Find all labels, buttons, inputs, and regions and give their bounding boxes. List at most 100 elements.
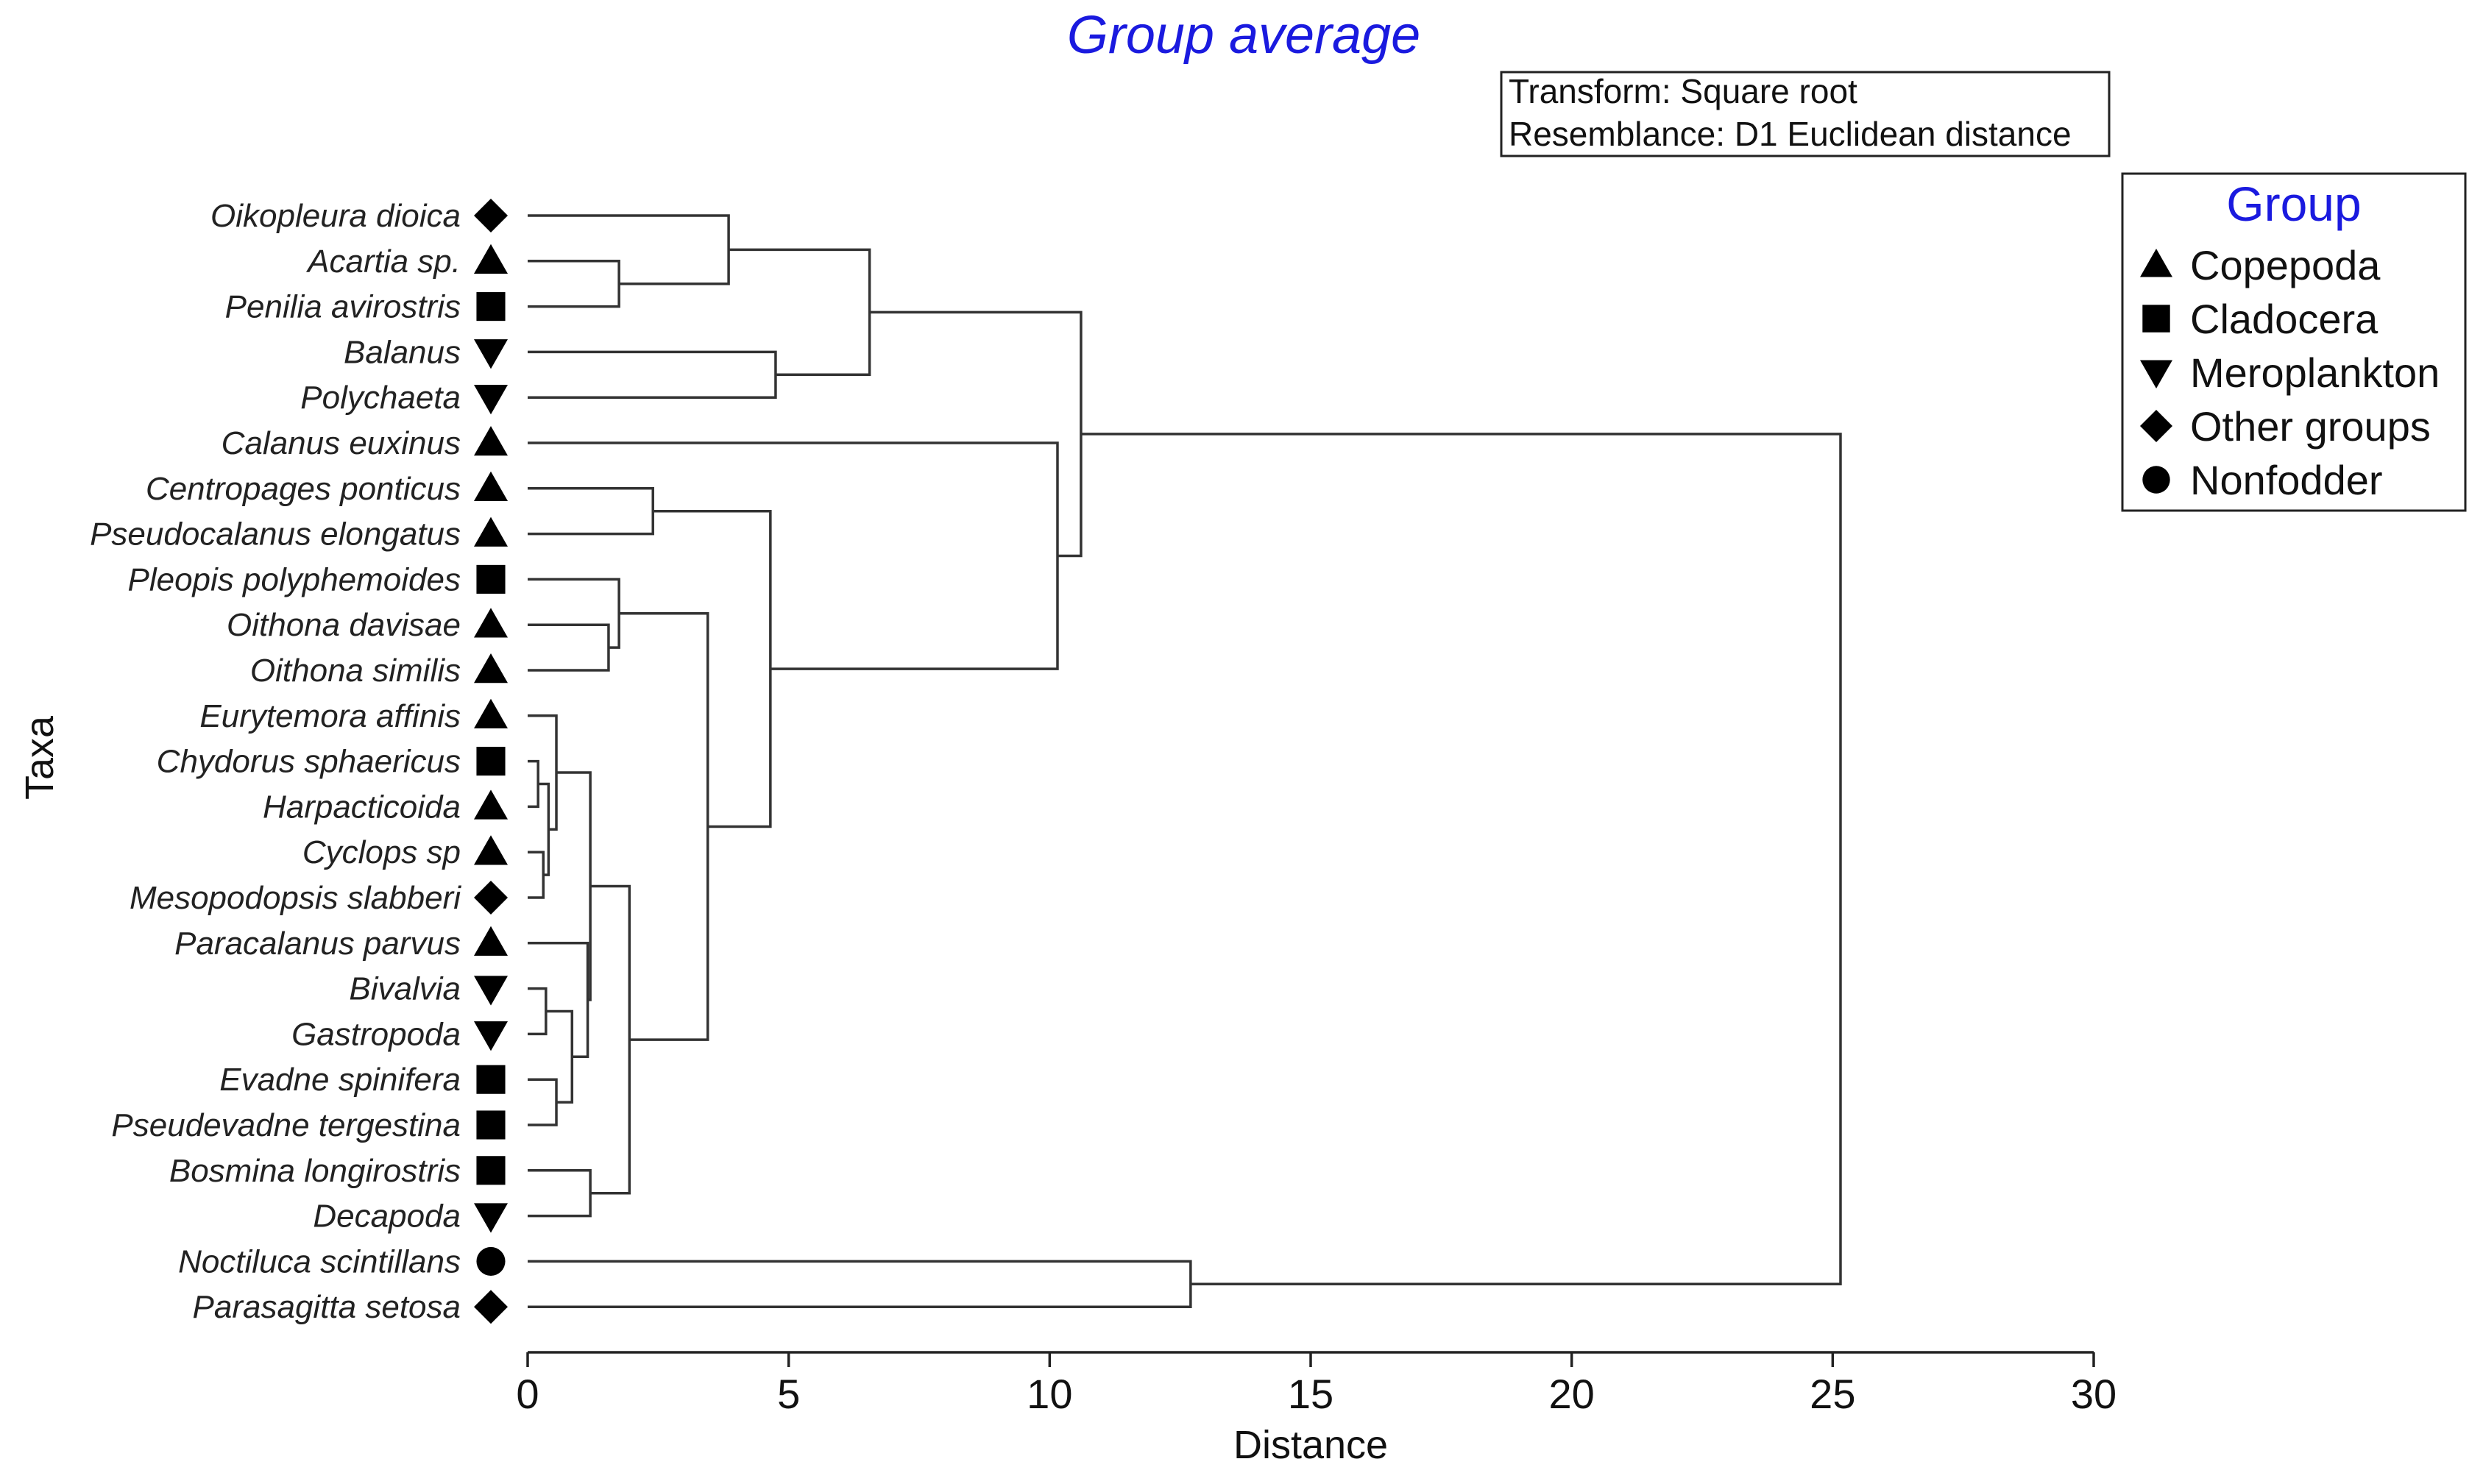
leaf-label-noctiluca-scintillans: Noctiluca scintillans [178, 1243, 461, 1279]
leaf-symbol-pleopis-polyphemoides [476, 564, 506, 594]
legend-symbol-other-groups [2140, 410, 2172, 442]
x-axis-title: Distance [1233, 1423, 1388, 1467]
leaf-symbol-eurytemora-affinis [474, 698, 508, 729]
branch-node-a [528, 260, 620, 308]
info-resemblance: Resemblance: D1 Euclidean distance [1509, 115, 2072, 153]
legend-symbol-meroplankton [2140, 360, 2172, 388]
info-box: Transform: Square root Resemblance: D1 E… [1500, 71, 2111, 157]
branch-node-f [528, 623, 610, 672]
branch-node-i [528, 851, 545, 899]
leaf-label-chydorus-sphaericus: Chydorus sphaericus [157, 744, 461, 780]
x-tick-label-25: 25 [1810, 1371, 1855, 1417]
legend-label-nonfodder: Nonfodder [2190, 457, 2383, 503]
leaf-label-parasagitta-setosa: Parasagitta setosa [193, 1289, 461, 1325]
leaf-label-decapoda: Decapoda [313, 1199, 461, 1235]
leaf-label-paracalanus-parvus: Paracalanus parvus [174, 926, 461, 962]
leaf-label-cyclops-sp: Cyclops sp [302, 834, 461, 870]
leaf-label-acartia-sp: Acartia sp. [305, 244, 461, 280]
branch-node-t [653, 509, 772, 828]
leaf-symbol-mesopodopsis-slabberi [474, 881, 508, 915]
branch-node-k [528, 714, 558, 831]
leaf-label-pseudocalanus-elongatus: Pseudocalanus elongatus [90, 516, 461, 553]
branch-node-e [528, 487, 654, 536]
branch-node-w [528, 1260, 1192, 1308]
x-tick-label-30: 30 [2071, 1371, 2117, 1417]
branch-node-s [619, 612, 709, 1041]
branch-node-v [869, 310, 1083, 558]
x-tick-label-0: 0 [516, 1371, 539, 1417]
leaf-label-harpacticoida: Harpacticoida [263, 789, 461, 825]
branch-node-c [528, 350, 777, 399]
leaf-symbol-evadne-spinifera [476, 1065, 506, 1094]
branch-node-n [545, 1009, 574, 1104]
leaf-symbol-oithona-similis [474, 653, 508, 684]
legend-label-cladocera: Cladocera [2190, 296, 2378, 342]
branch-node-g [528, 578, 620, 649]
leaf-symbol-oithona-davisae [474, 608, 508, 638]
leaf-symbol-bivalvia [474, 976, 508, 1006]
leaf-label-oithona-similis: Oithona similis [250, 653, 461, 689]
leaf-label-oithona-davisae: Oithona davisae [227, 607, 461, 643]
leaf-symbol-oikopleura-dioica [474, 199, 508, 232]
legend-symbol-cladocera [2142, 305, 2170, 333]
leaf-symbol-gastropoda [474, 1021, 508, 1051]
branch-node-x [1080, 433, 1842, 1286]
leaf-symbol-cyclops-sp [474, 835, 508, 865]
leaf-symbol-noctiluca-scintillans [476, 1246, 506, 1276]
leaf-symbol-harpacticoida [474, 789, 508, 820]
branch-node-p [556, 771, 592, 1001]
x-tick-label-5: 5 [777, 1371, 800, 1417]
leaf-label-penilia-avirostris: Penilia avirostris [225, 289, 461, 325]
leaf-symbol-calanus-euxinus [474, 426, 508, 456]
branch-node-u [528, 441, 1059, 670]
branch-node-m [528, 1078, 558, 1126]
x-tick-label-15: 15 [1288, 1371, 1333, 1417]
x-tick-label-20: 20 [1549, 1371, 1595, 1417]
legend-label-meroplankton: Meroplankton [2190, 349, 2440, 396]
leaf-symbol-centropages-ponticus [474, 471, 508, 502]
leaf-symbol-polychaeta [474, 384, 508, 415]
leaf-label-eurytemora-affinis: Eurytemora affinis [199, 698, 461, 734]
leaf-label-pseudevadne-tergestina: Pseudevadne tergestina [111, 1107, 461, 1143]
leaf-symbol-decapoda [474, 1203, 508, 1233]
dendrogram-branches [528, 214, 1842, 1308]
leaf-label-bivalvia: Bivalvia [349, 971, 461, 1007]
leaf-label-evadne-spinifera: Evadne spinifera [219, 1062, 461, 1098]
leaf-symbol-parasagitta-setosa [474, 1290, 508, 1324]
branch-node-o [528, 942, 589, 1059]
leaf-symbol-paracalanus-parvus [474, 926, 508, 956]
leaf-symbol-pseudocalanus-elongatus [474, 516, 508, 547]
leaf-label-balanus: Balanus [344, 334, 461, 370]
chart-title: Group average [1067, 6, 1420, 65]
leaf-symbol-acartia-sp [474, 244, 508, 274]
leaf-label-centropages-ponticus: Centropages ponticus [146, 471, 461, 507]
leaf-symbol-balanus [474, 339, 508, 369]
branch-node-h [528, 759, 539, 809]
leaf-label-oikopleura-dioica: Oikopleura dioica [210, 198, 461, 234]
leaf-label-calanus-euxinus: Calanus euxinus [222, 425, 461, 461]
leaf-label-polychaeta: Polychaeta [300, 380, 461, 416]
leaf-symbol-penilia-avirostris [476, 292, 506, 322]
y-axis-title: Taxa [18, 715, 62, 800]
x-axis: 0 5 10 15 20 25 30 [516, 1351, 2117, 1417]
branch-node-r [590, 884, 631, 1195]
leaf-label-bosmina-longirostris: Bosmina longirostris [169, 1153, 461, 1189]
legend-symbol-copepoda [2140, 249, 2172, 277]
branch-node-l [528, 987, 548, 1036]
leaf-label-gastropoda: Gastropoda [291, 1016, 461, 1052]
legend: Group Copepoda Cladocera Meroplankton Other… [2121, 172, 2467, 512]
leaf-symbol-bosmina-longirostris [476, 1156, 506, 1185]
leaf-symbol-pseudevadne-tergestina [476, 1110, 506, 1140]
legend-title: Group [2226, 177, 2361, 231]
leaf-label-pleopis-polyphemoides: Pleopis polyphemoides [127, 561, 461, 597]
leaf-symbol-chydorus-sphaericus [476, 747, 506, 776]
branch-node-d [729, 248, 871, 377]
branch-node-b [528, 214, 730, 285]
legend-label-copepoda: Copepoda [2190, 242, 2381, 288]
branch-node-q [528, 1169, 592, 1218]
info-transform: Transform: Square root [1509, 72, 1857, 110]
legend-symbol-nonfodder [2142, 466, 2170, 494]
leaf-label-mesopodopsis-slabberi: Mesopodopsis slabberi [130, 880, 461, 916]
legend-label-other-groups: Other groups [2190, 403, 2431, 450]
